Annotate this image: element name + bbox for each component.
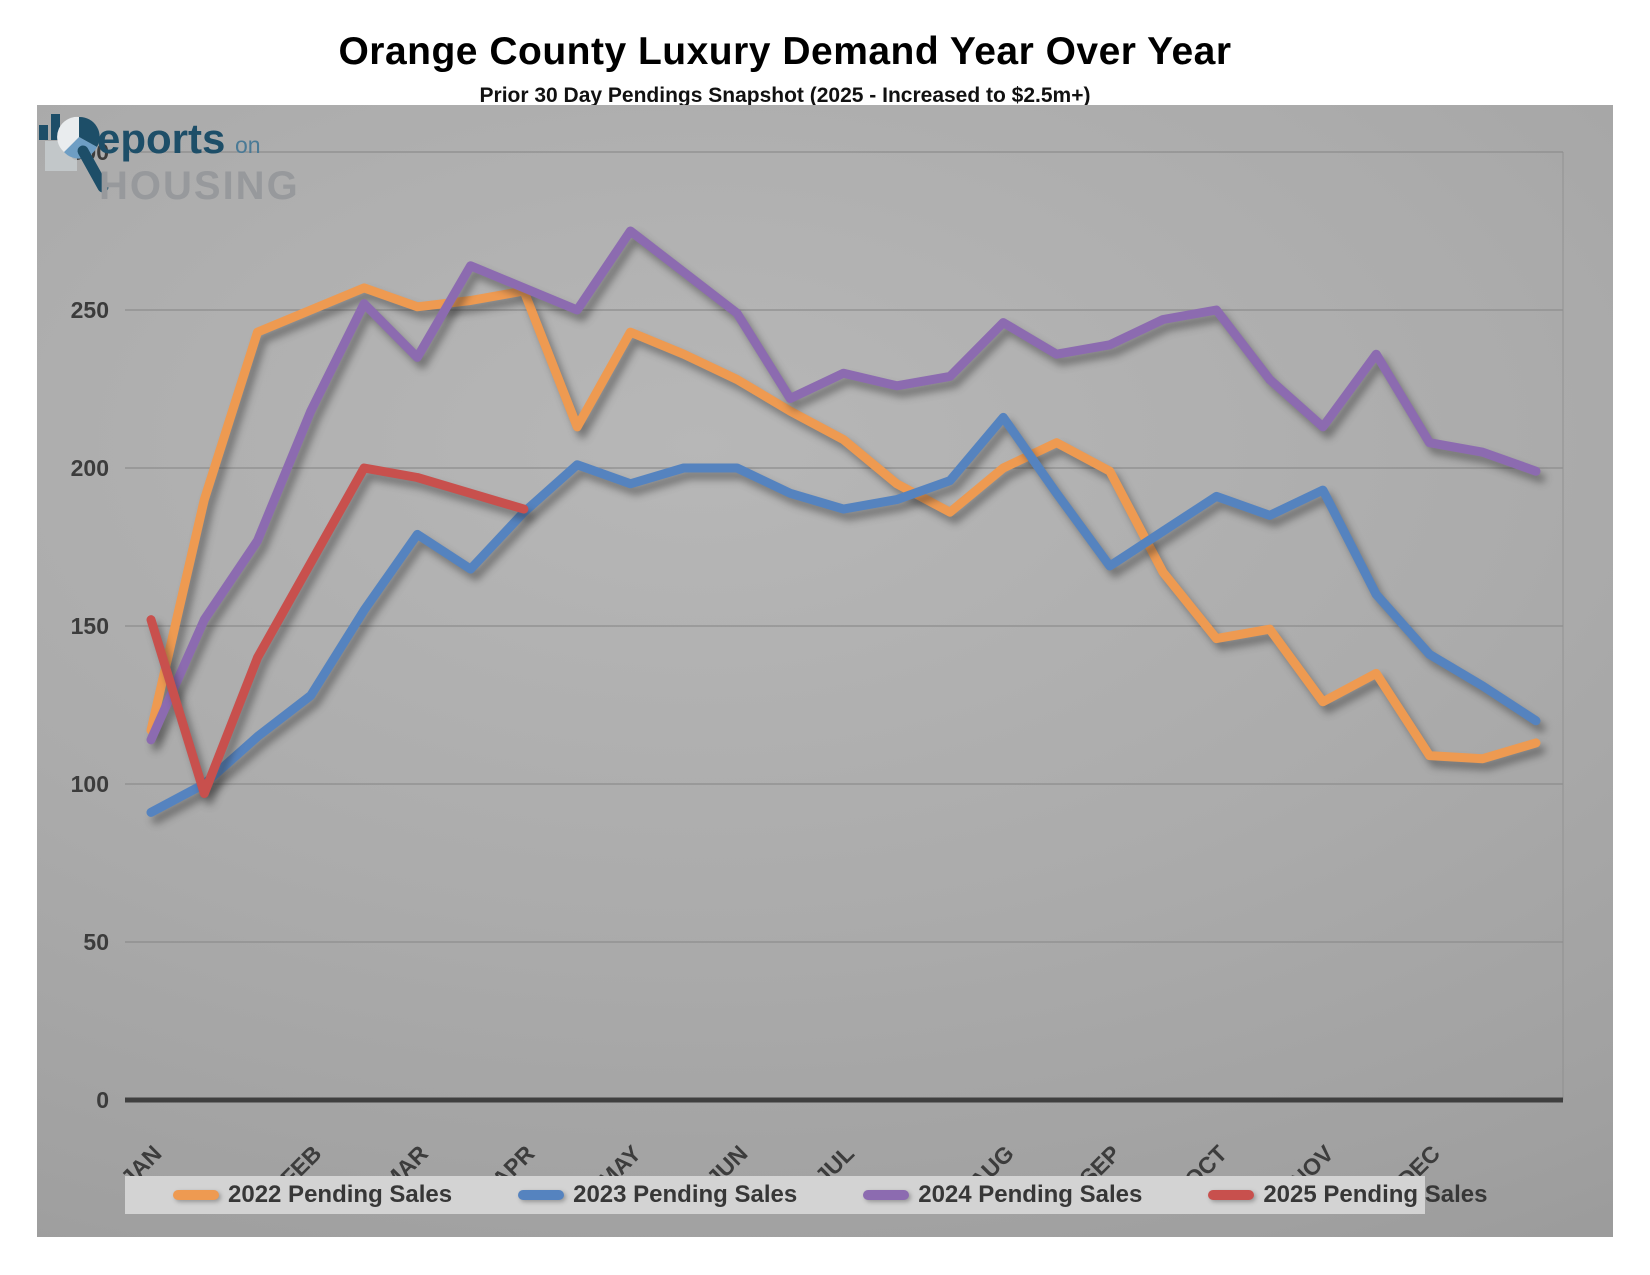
legend-swatch-2022 <box>173 1190 219 1200</box>
legend: 2022 Pending Sales 2023 Pending Sales 20… <box>125 1176 1487 1214</box>
legend-item-2024: 2024 Pending Sales <box>863 1181 1142 1209</box>
legend-item-2022: 2022 Pending Sales <box>173 1181 452 1209</box>
series-line-2023 <box>146 412 1541 817</box>
y-tick-100: 100 <box>71 771 109 797</box>
y-tick-200: 200 <box>71 455 109 481</box>
page-title: Orange County Luxury Demand Year Over Ye… <box>338 30 1232 73</box>
reports-on-housing-logo: eports on HOUSING <box>39 114 300 208</box>
page-subtitle: Prior 30 Day Pendings Snapshot (2025 - I… <box>479 84 1091 107</box>
y-tick-50: 50 <box>83 929 109 955</box>
legend-swatch-2024 <box>863 1190 910 1200</box>
legend-swatch-2025 <box>1208 1190 1255 1200</box>
legend-label-2023: 2023 Pending Sales <box>573 1181 798 1208</box>
legend-swatch-2023 <box>518 1190 565 1200</box>
legend-label-2025: 2025 Pending Sales <box>1263 1181 1488 1208</box>
series-line-2022 <box>146 283 1541 764</box>
logo-text-on: on <box>235 132 261 158</box>
series-line-2025 <box>146 463 529 798</box>
line-chart-canvas: 050100150200250300JANFEBMARAPRMAYJUNJULA… <box>71 139 1564 1196</box>
legend-item-2025: 2025 Pending Sales <box>1208 1181 1487 1209</box>
y-tick-150: 150 <box>71 613 109 639</box>
chart-header: Orange County Luxury Demand Year Over Ye… <box>0 30 1570 108</box>
legend-label-2022: 2022 Pending Sales <box>228 1181 453 1208</box>
logo-pie-icon <box>39 114 109 193</box>
y-tick-250: 250 <box>71 297 109 323</box>
legend-item-2023: 2023 Pending Sales <box>518 1181 797 1209</box>
logo-text-housing: HOUSING <box>99 164 300 208</box>
series-line-2024 <box>146 226 1541 745</box>
legend-label-2024: 2024 Pending Sales <box>918 1181 1143 1208</box>
y-tick-0: 0 <box>96 1087 109 1113</box>
chart-panel: 050100150200250300JANFEBMARAPRMAYJUNJULA… <box>37 105 1613 1237</box>
logo-text-reports: eports <box>97 115 225 162</box>
